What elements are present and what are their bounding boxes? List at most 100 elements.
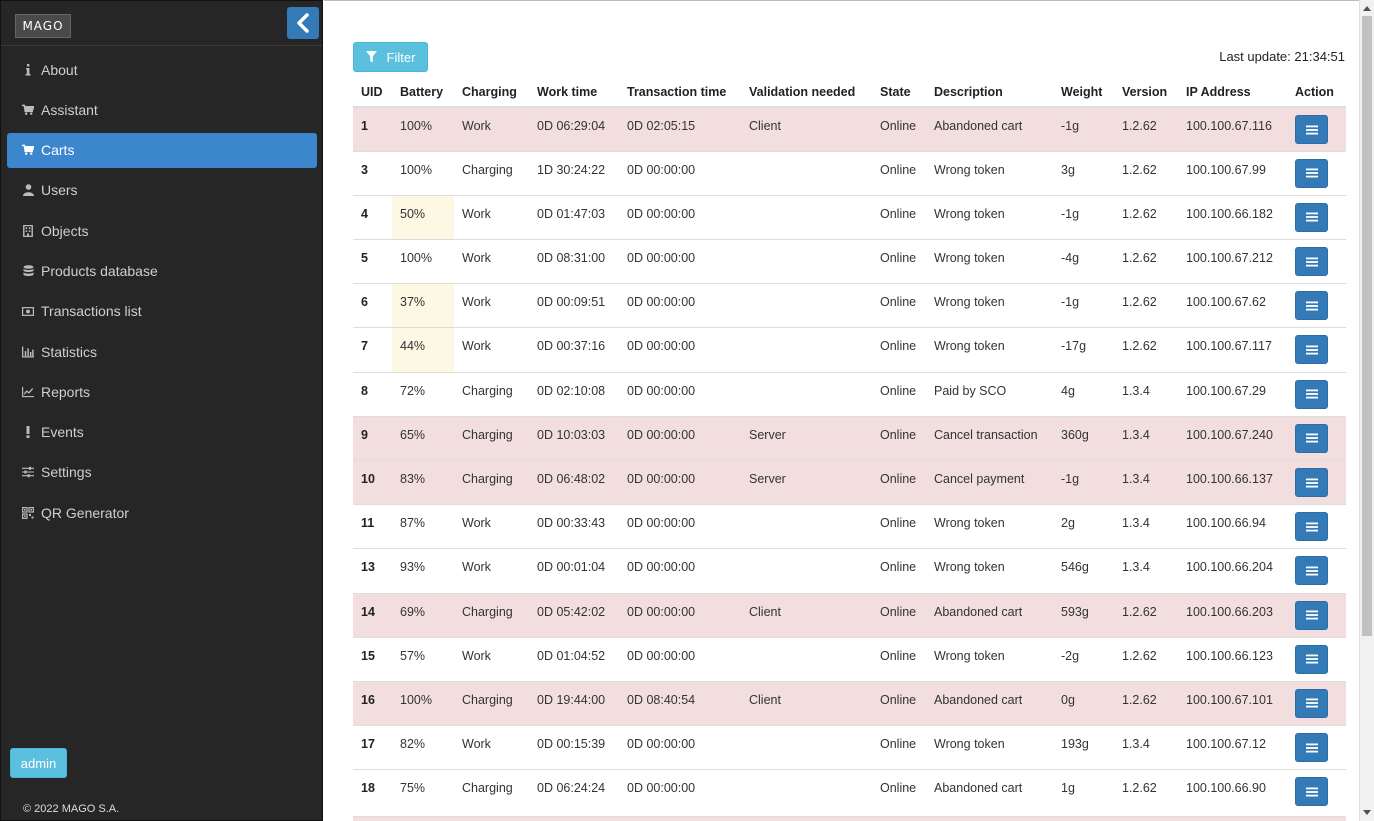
header-battery[interactable]: Battery [392, 78, 454, 108]
qrcode-icon [22, 506, 34, 519]
money-icon [22, 305, 34, 317]
collapse-sidebar-button[interactable] [287, 7, 319, 39]
cell-version: 1.2.62 [1114, 680, 1178, 726]
header-weight[interactable]: Weight [1053, 78, 1114, 108]
row-menu-button[interactable] [1295, 423, 1328, 453]
row-menu-button[interactable] [1295, 644, 1328, 674]
vertical-scrollbar[interactable] [1359, 0, 1374, 821]
cell-battery: 83% [392, 459, 454, 505]
row-menu-button[interactable] [1295, 291, 1328, 321]
row-menu-button[interactable] [1295, 247, 1328, 277]
cell-state: Online [872, 504, 926, 549]
cell-battery: 69% [392, 592, 454, 638]
sidebar-item-carts[interactable]: Carts [7, 132, 317, 168]
sidebar-item-reports[interactable]: Reports [7, 374, 317, 409]
header-version[interactable]: Version [1114, 78, 1178, 108]
sidebar-item-statistics[interactable]: Statistics [7, 334, 317, 369]
sidebar-item-objects[interactable]: Objects [7, 213, 317, 248]
last-update-text: Last update: 21:34:51 [1219, 49, 1345, 64]
table-row: 4 50% Work 0D 01:47:03 0D 00:00:00 Online Wron… [353, 194, 1346, 240]
cell-description: Wrong token [926, 283, 1053, 328]
sidebar-item-label: QR Generator [41, 504, 129, 521]
sidebar-item-products-database[interactable]: Products database [7, 253, 317, 288]
cell-state: Online [872, 239, 926, 284]
row-menu-button[interactable] [1295, 688, 1328, 718]
sidebar-item-about[interactable]: About [7, 52, 317, 87]
cell-weight: 593g [1053, 592, 1114, 638]
admin-button[interactable]: admin [10, 748, 67, 778]
cell-charging: Charging [454, 415, 529, 461]
cell-weight: -1g [1053, 106, 1114, 152]
header-description[interactable]: Description [926, 78, 1053, 108]
cell-action [1287, 459, 1346, 505]
header-validation-needed[interactable]: Validation needed [741, 78, 872, 108]
cell-validation-needed [741, 548, 872, 594]
menu-icon [1305, 389, 1318, 399]
filter-button[interactable]: Filter [353, 42, 428, 72]
cell-state: Online [872, 592, 926, 638]
cell-action [1287, 548, 1346, 594]
cell-uid: 11 [353, 504, 392, 549]
scrollbar-thumb[interactable] [1362, 16, 1372, 636]
row-menu-button[interactable] [1295, 733, 1328, 763]
table-row: 17 82% Work 0D 00:15:39 0D 00:00:00 Online Wro… [353, 725, 1346, 770]
cell-ip-address: 100.100.66.94 [1178, 504, 1287, 549]
sidebar-item-transactions-list[interactable]: Transactions list [7, 294, 317, 329]
header-state[interactable]: State [872, 78, 926, 108]
cell-battery: 37% [392, 283, 454, 328]
cell-work-time: 0D 19:44:00 [529, 680, 619, 726]
cell-version: 1.2.62 [1114, 150, 1178, 196]
header-transaction-time[interactable]: Transaction time [619, 78, 741, 108]
logo[interactable]: MAGO [15, 14, 71, 38]
cell-version: 1.2.62 [1114, 636, 1178, 682]
row-menu-button[interactable] [1295, 379, 1328, 409]
cell-battery: 65% [392, 415, 454, 461]
cell-transaction-time: 0D 00:00:00 [619, 459, 741, 505]
cell-validation-needed: Client [741, 592, 872, 638]
cell-uid: 10 [353, 459, 392, 505]
menu-icon [1305, 522, 1318, 532]
cell-ip-address: 100.100.66.137 [1178, 459, 1287, 505]
cell-state: Online [872, 106, 926, 152]
row-menu-button[interactable] [1295, 512, 1328, 542]
sidebar-item-qr-generator[interactable]: QR Generator [7, 495, 317, 530]
cell-battery: 44% [392, 327, 454, 373]
header-charging[interactable]: Charging [454, 78, 529, 108]
cell-uid: 6 [353, 283, 392, 328]
cell-uid: 13 [353, 548, 392, 594]
cell-description: Wrong token [926, 636, 1053, 682]
menu-icon [1305, 257, 1318, 267]
sidebar-item-label: Settings [41, 464, 92, 481]
header-work-time[interactable]: Work time [529, 78, 619, 108]
row-menu-button[interactable] [1295, 335, 1328, 365]
row-menu-button[interactable] [1295, 600, 1328, 630]
cell-ip-address: 100.100.67.99 [1178, 150, 1287, 196]
header-uid[interactable]: UID [353, 78, 392, 108]
row-menu-button[interactable] [1295, 468, 1328, 497]
row-menu-button[interactable] [1295, 202, 1328, 232]
cell-work-time: 0D 00:33:43 [529, 504, 619, 549]
sidebar-item-events[interactable]: Events [7, 415, 317, 450]
row-menu-button[interactable] [1295, 556, 1328, 586]
cell-battery: 100% [392, 150, 454, 196]
sidebar-item-settings[interactable]: Settings [7, 455, 317, 490]
cell-action [1287, 680, 1346, 726]
table-row: 7 44% Work 0D 00:37:16 0D 00:00:00 Online Wron… [353, 327, 1346, 373]
sidebar-item-users[interactable]: Users [7, 173, 317, 208]
cell-uid: 17 [353, 725, 392, 770]
row-menu-button[interactable] [1295, 115, 1328, 144]
cell-weight: 193g [1053, 725, 1114, 770]
header-ip-address[interactable]: IP Address [1178, 78, 1287, 108]
cell-description: Abandoned cart [926, 769, 1053, 814]
cell-state: Online [872, 459, 926, 505]
cell-work-time: 0D 01:04:52 [529, 636, 619, 682]
cell-weight: 1g [1053, 769, 1114, 814]
cell-description: Abandoned cart [926, 106, 1053, 152]
scroll-down-arrow-icon[interactable] [1363, 810, 1371, 815]
cell-transaction-time: 0D 00:00:00 [619, 504, 741, 549]
scroll-up-arrow-icon[interactable] [1363, 6, 1371, 11]
cell-version: 1.2.62 [1114, 592, 1178, 638]
row-menu-button[interactable] [1295, 158, 1328, 188]
sidebar-item-assistant[interactable]: Assistant [7, 92, 317, 127]
row-menu-button[interactable] [1295, 777, 1328, 807]
